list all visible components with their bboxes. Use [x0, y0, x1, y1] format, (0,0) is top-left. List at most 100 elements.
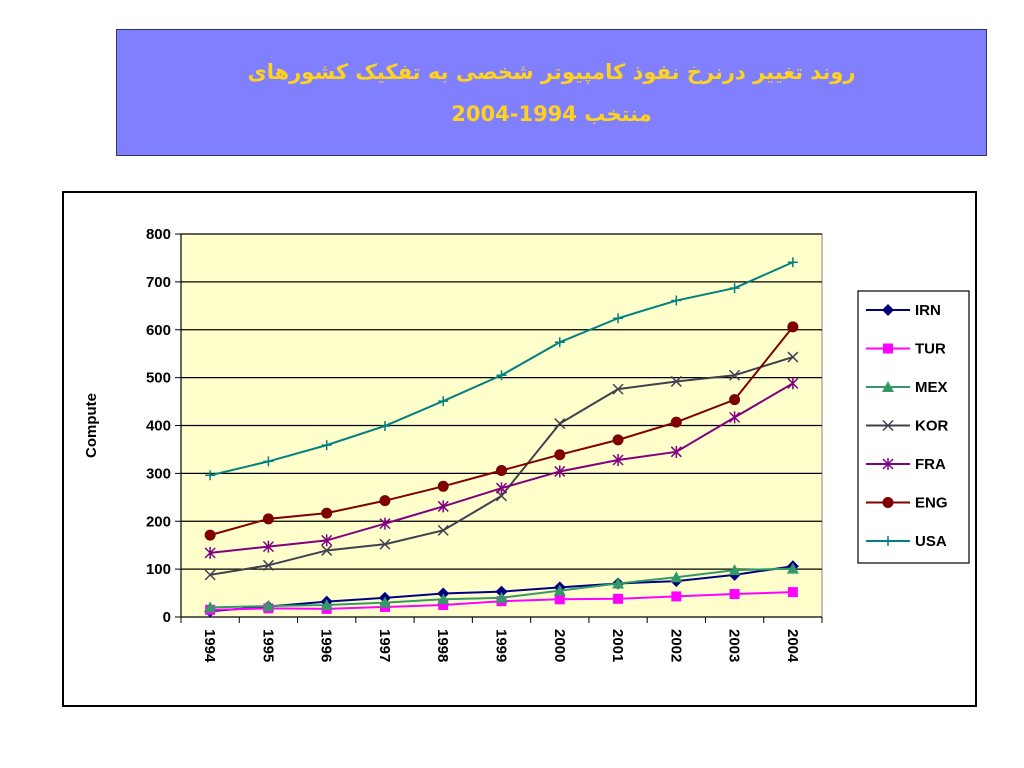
data-point-mex	[612, 577, 625, 589]
data-point-mex	[378, 596, 391, 608]
legend-label-mex: MEX	[915, 379, 948, 396]
data-point-mex	[437, 593, 450, 605]
data-point-mex	[670, 571, 683, 583]
x-tick-label: 1995	[259, 629, 276, 662]
data-point-fra	[262, 540, 274, 553]
data-point-irn	[495, 585, 508, 598]
legend-label-irn: IRN	[915, 302, 941, 319]
data-point-mex	[320, 599, 333, 611]
legend-label-kor: KOR	[915, 418, 949, 435]
data-point-eng	[437, 480, 449, 492]
y-tick-label: 300	[146, 465, 171, 482]
y-tick-label: 800	[146, 226, 171, 243]
x-tick-label: 2002	[667, 629, 684, 662]
data-point-usa	[205, 470, 216, 481]
legend-marker-eng	[882, 497, 894, 508]
data-point-tur	[729, 589, 740, 600]
y-tick-label: 100	[146, 561, 171, 578]
slide-title-line-1: روند تغییر درنرخ نفوذ کامپیوتر شخصی به ت…	[247, 59, 856, 84]
data-point-kor	[204, 569, 216, 581]
legend-marker-tur	[883, 343, 893, 354]
data-point-eng	[379, 495, 391, 507]
legend-label-eng: ENG	[915, 495, 948, 512]
legend-label-usa: USA	[915, 533, 947, 550]
y-tick-label: 0	[163, 609, 171, 626]
data-point-tur	[787, 587, 798, 598]
data-point-tur	[554, 594, 565, 605]
data-point-mex	[262, 599, 275, 611]
data-point-tur	[613, 593, 624, 604]
data-point-eng	[729, 394, 741, 406]
data-point-fra	[437, 500, 449, 513]
x-tick-label: 1999	[493, 629, 510, 662]
data-point-usa	[554, 337, 565, 348]
x-tick-label: 2004	[784, 629, 801, 663]
y-tick-label: 500	[146, 370, 171, 387]
legend-label-fra: FRA	[915, 456, 946, 473]
data-point-eng	[496, 465, 507, 477]
data-point-fra	[321, 534, 333, 547]
data-point-usa	[438, 396, 449, 407]
data-point-kor	[554, 418, 566, 430]
line-chart: 0 100 200 300 400 500 600 700 800 1994 1995 1996 199…	[83, 226, 970, 663]
y-axis-title: Compute	[83, 393, 100, 458]
data-point-kor	[787, 351, 799, 363]
data-point-kor	[437, 524, 449, 536]
data-point-eng	[612, 434, 624, 446]
data-point-usa	[671, 295, 682, 306]
data-point-usa	[496, 370, 507, 381]
legend-marker-mex	[882, 381, 894, 392]
y-tick-label: 700	[146, 274, 171, 291]
x-tick-label: 2000	[551, 629, 568, 662]
legend-marker-irn	[882, 304, 894, 316]
data-point-usa	[787, 257, 798, 268]
data-point-eng	[554, 449, 566, 461]
data-point-eng	[262, 513, 274, 525]
data-point-fra	[379, 517, 391, 530]
y-tick-label: 600	[146, 322, 171, 339]
data-point-fra	[554, 465, 566, 478]
x-tick-label: 1994	[201, 629, 218, 663]
data-point-fra	[787, 377, 799, 390]
data-point-kor	[321, 544, 333, 556]
x-tick-label: 2001	[609, 629, 626, 662]
data-point-fra	[495, 482, 508, 495]
x-tick-label: 1997	[376, 629, 393, 662]
data-point-mex	[553, 584, 566, 596]
legend-marker-kor	[882, 419, 894, 432]
data-point-kor	[729, 369, 741, 381]
data-point-usa	[321, 440, 332, 451]
data-point-mex	[728, 564, 741, 576]
data-point-fra	[612, 453, 624, 466]
x-tick-label: 2003	[726, 629, 743, 662]
data-point-usa	[613, 313, 624, 324]
data-point-mex	[495, 591, 508, 603]
y-tick-label: 200	[146, 513, 171, 530]
data-point-usa	[729, 283, 740, 294]
data-point-eng	[204, 529, 216, 541]
data-point-fra	[729, 411, 741, 424]
slide-title-line-2: منتخب 1994-2004	[451, 101, 652, 126]
y-tick-label: 400	[146, 418, 171, 435]
x-tick-label: 1998	[434, 629, 451, 662]
data-point-eng	[670, 416, 682, 428]
data-point-usa	[263, 456, 274, 467]
legend-label-tur: TUR	[915, 341, 946, 358]
data-point-mex	[204, 601, 217, 613]
data-point-kor	[612, 383, 624, 395]
legend-marker-usa	[883, 536, 893, 546]
slide-title-box: روند تغییر درنرخ نفوذ کامپیوتر شخصی به ت…	[116, 29, 987, 156]
x-tick-label: 1996	[318, 629, 335, 662]
data-point-tur	[438, 600, 449, 611]
data-point-kor	[670, 375, 682, 387]
data-point-fra	[670, 445, 682, 458]
data-point-tur	[671, 591, 682, 602]
legend-box	[857, 290, 970, 564]
data-point-eng	[787, 321, 799, 333]
data-point-fra	[204, 546, 216, 559]
data-point-kor	[262, 559, 274, 571]
data-point-eng	[321, 507, 333, 519]
data-point-usa	[379, 420, 390, 431]
data-point-mex	[786, 562, 799, 574]
legend-marker-fra	[882, 458, 894, 470]
